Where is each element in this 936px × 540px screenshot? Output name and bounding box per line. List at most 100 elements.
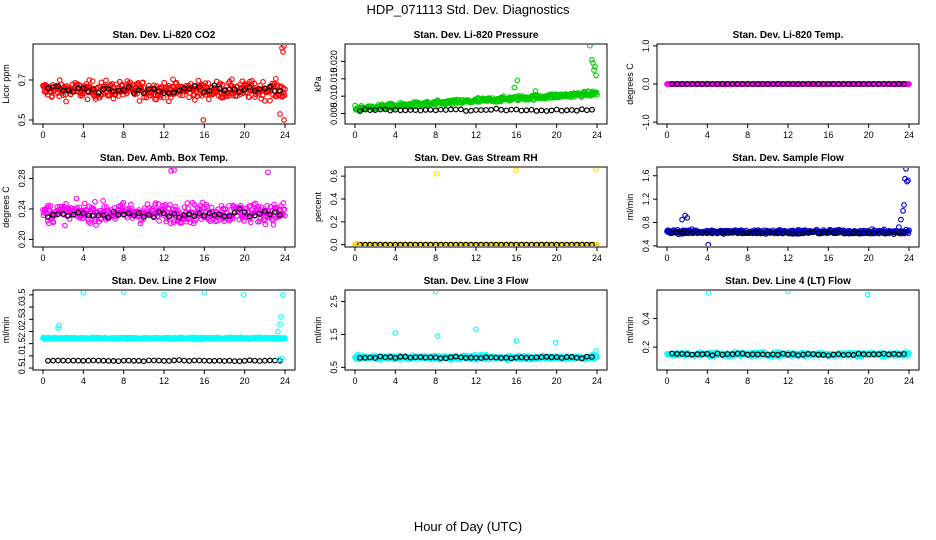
x-tick-label: 24	[592, 130, 602, 140]
data-point	[92, 218, 99, 225]
mean-point	[55, 83, 61, 89]
mean-point	[850, 352, 857, 358]
mean-point	[65, 357, 72, 364]
panel-5: Stan. Dev. Gas Stream RH percent 0 4 8 12 16 20…	[313, 153, 608, 263]
x-tick-label: 24	[904, 376, 914, 386]
mean-point	[241, 357, 248, 364]
outlier-point	[240, 292, 247, 298]
data-point	[261, 98, 268, 104]
data-point	[73, 195, 80, 202]
mean-point	[145, 357, 152, 364]
x-tick-label: 4	[705, 376, 710, 386]
mean-point	[201, 357, 208, 364]
mean-point	[80, 210, 87, 217]
mean-point	[508, 106, 515, 113]
panel-4: Stan. Dev. Amb. Box Temp. degrees C 0 4 8 12 1…	[1, 153, 296, 263]
mean-point	[120, 357, 127, 364]
mean-point	[251, 212, 258, 219]
panel-3: Stan. Dev. Li-820 Temp. degrees C 0 4 8 12 16 2…	[625, 30, 920, 140]
x-tick-label: 12	[471, 376, 481, 386]
data-point	[156, 218, 162, 224]
mean-point	[891, 231, 897, 238]
mean-point	[95, 357, 102, 364]
x-axis-title: Hour of Day (UTC)	[413, 519, 523, 534]
outlier-point	[275, 328, 281, 335]
mean-point	[231, 209, 238, 216]
x-tick-label: 12	[471, 253, 481, 263]
data-point	[50, 219, 57, 226]
x-tick-label: 8	[745, 376, 750, 386]
mean-point	[432, 107, 439, 114]
outlier-point	[898, 216, 904, 223]
mean-point	[392, 355, 399, 361]
mean-point	[176, 357, 183, 364]
data-point	[81, 200, 88, 207]
mean-point	[775, 351, 781, 358]
mean-point	[150, 214, 157, 221]
data-point	[593, 89, 600, 96]
y-axis-label: degrees C	[625, 63, 635, 105]
mean-point	[196, 210, 203, 217]
mean-point	[50, 357, 56, 364]
panel-title: Stan. Dev. Li-820 Temp.	[733, 30, 844, 41]
outlier-point	[200, 117, 207, 123]
mean-point	[256, 358, 263, 364]
series-points	[352, 291, 600, 364]
mean-point	[161, 357, 167, 364]
plot-frame	[32, 43, 296, 125]
y-tick-label: 0.24	[17, 200, 27, 218]
data-point	[137, 220, 144, 227]
mean-point	[176, 214, 183, 221]
x-tick-label: 24	[280, 130, 290, 140]
outlier-point	[593, 72, 599, 79]
mean-point	[191, 83, 198, 89]
x-tick-label: 20	[552, 130, 562, 140]
data-point	[270, 221, 277, 228]
mean-point	[125, 357, 132, 364]
mean-point	[211, 212, 218, 219]
mean-point	[60, 210, 67, 217]
y-tick-label: 3.5	[17, 289, 27, 302]
data-point	[63, 201, 69, 207]
x-tick-label: 0	[664, 376, 669, 386]
mean-point	[790, 351, 796, 357]
mean-point	[518, 107, 525, 114]
mean-point	[201, 88, 208, 95]
outlier-point	[280, 49, 286, 55]
mean-point	[226, 213, 233, 219]
x-tick-label: 16	[823, 253, 833, 263]
data-point	[282, 86, 288, 93]
mean-point	[196, 357, 203, 364]
y-tick-label: 1.0	[641, 40, 651, 53]
series-points	[664, 168, 912, 246]
mean-point	[437, 106, 444, 113]
data-point	[49, 93, 56, 99]
y-axis-label: ml/min	[625, 317, 635, 344]
mean-point	[120, 211, 127, 218]
x-tick-label: 12	[783, 130, 793, 140]
mean-point	[90, 357, 97, 364]
outlier-point	[514, 77, 521, 84]
data-point	[202, 80, 209, 86]
y-axis-label: percent	[313, 191, 323, 222]
outlier-point	[80, 291, 87, 296]
mean-point	[267, 357, 273, 364]
mean-point	[156, 88, 162, 95]
mean-point	[241, 87, 248, 93]
y-axis-label: ml/min	[625, 194, 635, 221]
mean-point	[221, 358, 228, 364]
mean-point	[241, 209, 248, 216]
mean-point	[402, 353, 409, 360]
mean-point	[135, 87, 142, 93]
panel-9: Stan. Dev. Line 4 (LT) Flow ml/min 0 4 8 12 16…	[625, 276, 920, 386]
data-point	[157, 93, 164, 100]
x-tick-label: 20	[864, 253, 874, 263]
mean-point	[236, 206, 243, 212]
mean-point	[714, 350, 721, 357]
mean-point	[75, 357, 82, 364]
y-tick-label: 0.5	[329, 361, 339, 374]
series-points	[40, 45, 288, 123]
data-point	[41, 88, 48, 95]
data-point	[207, 218, 214, 225]
mean-point	[447, 106, 454, 113]
